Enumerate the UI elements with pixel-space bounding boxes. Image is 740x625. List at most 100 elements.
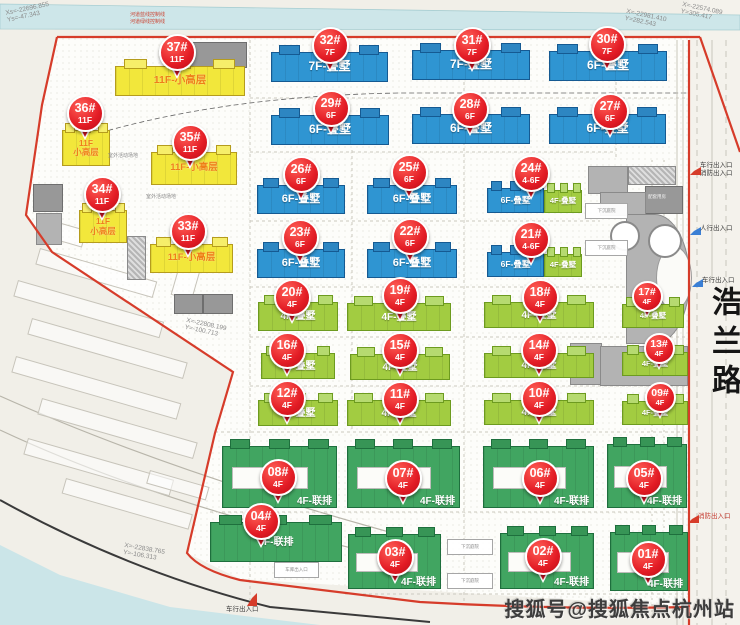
pin-circle: 12# 4F xyxy=(268,379,306,417)
building-wing xyxy=(566,439,586,449)
pin-number: 32# xyxy=(319,32,341,47)
pin-floors: 6F xyxy=(295,238,305,249)
pin-number: 36# xyxy=(74,100,96,115)
pin-floors: 4F xyxy=(642,296,652,306)
pin-floors: 4F xyxy=(282,399,292,410)
building-wing xyxy=(212,237,228,247)
pin-number: 09# xyxy=(651,386,669,399)
pin-floors: 11F xyxy=(169,53,185,64)
pin-number: 20# xyxy=(281,284,303,299)
watermark: 搜狐号@搜狐焦点杭州站 xyxy=(504,599,735,621)
building-wing xyxy=(434,242,451,252)
building-wing xyxy=(354,393,373,403)
building-wing xyxy=(626,345,640,355)
pin-circle: 25# 6F xyxy=(390,153,428,191)
pin-number: 22# xyxy=(399,223,421,238)
building-type-label: 4F-联排 xyxy=(554,577,589,588)
building-wing xyxy=(212,59,236,69)
building-wing xyxy=(420,107,442,117)
building-wing xyxy=(279,108,301,118)
pin-circle: 24# 4-6F xyxy=(512,154,550,192)
coordinate-label: X=-22838.765 Y=-106.313 xyxy=(122,542,166,562)
building-wing xyxy=(316,346,331,356)
pin-number: 31# xyxy=(461,32,483,47)
building-wing xyxy=(263,178,280,188)
building-wing xyxy=(354,439,375,449)
utility-building xyxy=(628,166,676,185)
building-wing xyxy=(425,296,444,306)
pin-number: 27# xyxy=(599,98,621,113)
entrance-label: 消防出入口 xyxy=(698,513,731,520)
pin-circle: 19# 4F xyxy=(381,276,419,314)
annotation-text: 配套用房 xyxy=(648,194,666,199)
building-wing xyxy=(155,237,172,247)
pin-number: 01# xyxy=(637,546,659,561)
building-wing xyxy=(318,295,333,305)
building-wing xyxy=(425,347,443,357)
pedestrian-entrance-arrow-icon xyxy=(692,279,703,287)
building-wing xyxy=(308,439,329,449)
building-wing xyxy=(490,439,511,449)
building-wing xyxy=(269,439,290,449)
building-wing xyxy=(667,437,682,447)
building-footprint: 4F-叠墅 xyxy=(544,190,582,213)
pin-floors: 7F xyxy=(467,46,477,57)
pin-number: 15# xyxy=(389,337,411,352)
pin-floors: 4F xyxy=(282,351,292,362)
pin-number: 23# xyxy=(289,224,311,239)
building-wing xyxy=(263,242,280,252)
building-type-label: 4F-联排 xyxy=(297,496,332,507)
utility-building xyxy=(203,294,233,314)
building-wing xyxy=(572,247,581,257)
pin-circle: 34# 11F xyxy=(83,175,121,213)
pin-circle: 17# 4F xyxy=(631,280,663,312)
building-wing xyxy=(124,59,147,69)
building-wing xyxy=(559,183,568,193)
pin-circle: 18# 4F xyxy=(521,278,559,316)
pin-circle: 02# 4F xyxy=(524,537,562,575)
building-wing xyxy=(491,346,512,356)
building-wing xyxy=(641,525,657,535)
building-wing xyxy=(557,107,578,117)
building-wing xyxy=(500,43,522,53)
utility-building xyxy=(36,213,62,245)
building-21b: 4F-叠墅 xyxy=(544,247,582,277)
pin-floors: 4F xyxy=(395,351,405,362)
pin-circle: 15# 4F xyxy=(381,331,419,369)
pin-circle: 21# 4-6F xyxy=(512,220,550,258)
building-wing xyxy=(668,525,683,535)
building-wing xyxy=(491,393,512,403)
pin-circle: 16# 4F xyxy=(268,331,306,369)
vehicle-entrance-arrow-icon xyxy=(247,593,257,606)
building-wing xyxy=(570,526,588,536)
building-wing xyxy=(506,526,524,536)
pin-floors: 4-6F xyxy=(522,174,540,185)
building-wing xyxy=(566,393,587,403)
pin-number: 34# xyxy=(91,181,113,196)
building-wing xyxy=(490,245,503,255)
pin-floors: 4F xyxy=(534,351,544,362)
pedestrian-entrance-arrow-icon xyxy=(690,227,701,235)
pin-circle: 09# 4F xyxy=(644,381,676,413)
building-wing xyxy=(354,296,373,306)
pin-number: 14# xyxy=(528,337,550,352)
annotation-box: 下沉庭院 xyxy=(585,203,628,219)
annotation-box: 下沉庭院 xyxy=(585,240,628,256)
vehicle-entrance-arrow-icon xyxy=(688,515,699,523)
pin-floors: 4F xyxy=(643,560,653,571)
pin-floors: 4F xyxy=(534,399,544,410)
entrance-label: 车行出入口 xyxy=(702,277,735,284)
entrance-label: 车行出入口 消防出入口 xyxy=(700,162,733,177)
building-wing xyxy=(358,45,380,55)
pin-circle: 03# 4F xyxy=(376,538,414,576)
pin-circle: 26# 6F xyxy=(282,155,320,193)
pin-circle: 01# 4F xyxy=(629,540,667,578)
building-wing xyxy=(626,394,640,404)
pin-circle: 37# 11F xyxy=(158,33,196,71)
pin-circle: 22# 6F xyxy=(391,217,429,255)
pin-floors: 11F xyxy=(182,143,198,154)
pin-floors: 6F xyxy=(605,112,615,123)
building-wing xyxy=(309,515,333,525)
pin-circle: 10# 4F xyxy=(520,379,558,417)
building-wing xyxy=(500,107,522,117)
